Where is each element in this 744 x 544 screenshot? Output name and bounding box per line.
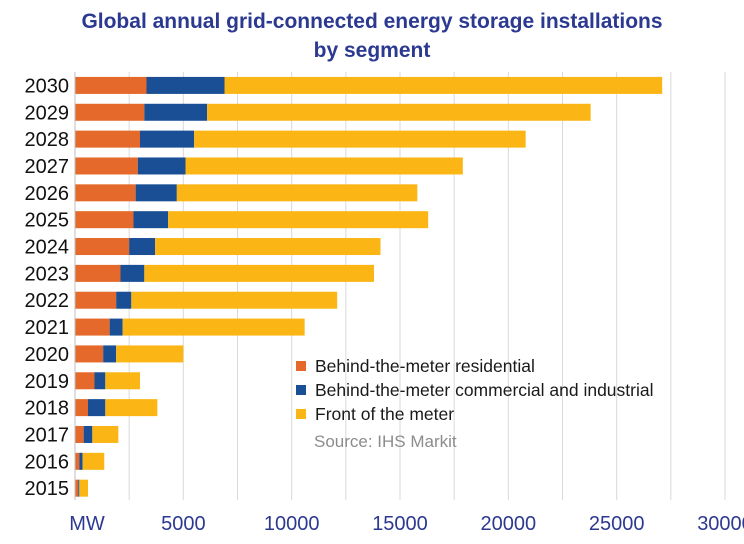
y-tick-label: 2020 bbox=[25, 344, 70, 366]
x-tick-label: 5000 bbox=[161, 513, 206, 535]
bar-2026-series-2 bbox=[176, 184, 418, 202]
bar-2019-series-0 bbox=[75, 372, 95, 390]
bar-2026-series-1 bbox=[135, 184, 177, 202]
bar-2028-series-2 bbox=[194, 130, 526, 148]
y-tick-label: 2022 bbox=[25, 290, 70, 312]
bar-2017-series-0 bbox=[75, 425, 84, 443]
bar-2022-series-0 bbox=[75, 291, 117, 309]
bar-2016-series-2 bbox=[82, 452, 105, 470]
legend-label-residential: Behind-the-meter residential bbox=[315, 355, 535, 376]
bar-2028-series-0 bbox=[75, 130, 140, 148]
legend-label-commercial-industrial: Behind-the-meter commercial and industri… bbox=[315, 379, 654, 400]
bar-2027-series-0 bbox=[75, 157, 138, 175]
bar-2023-series-0 bbox=[75, 264, 121, 282]
y-tick-label: 2019 bbox=[25, 371, 70, 393]
legend-swatch-residential bbox=[296, 361, 306, 371]
chart-title-line-2: by segment bbox=[313, 39, 431, 62]
bar-2025-series-0 bbox=[75, 211, 134, 229]
y-tick-label: 2017 bbox=[25, 424, 70, 446]
bar-2030-series-1 bbox=[146, 76, 225, 94]
bar-2024-series-0 bbox=[75, 238, 130, 256]
bar-2023-series-1 bbox=[120, 264, 145, 282]
bar-2021-series-0 bbox=[75, 318, 110, 336]
y-tick-label: 2027 bbox=[25, 156, 70, 178]
bar-2023-series-2 bbox=[144, 264, 374, 282]
legend-swatch-front-of-meter bbox=[296, 409, 306, 419]
bar-2024-series-1 bbox=[129, 238, 156, 256]
bar-2020-series-1 bbox=[103, 345, 117, 363]
bar-2018-series-2 bbox=[105, 399, 158, 417]
bar-2015-series-1 bbox=[78, 479, 80, 497]
bar-2029-series-0 bbox=[75, 103, 145, 121]
bar-2020-series-0 bbox=[75, 345, 104, 363]
y-tick-label: 2024 bbox=[25, 237, 70, 259]
x-tick-label: 15000 bbox=[372, 513, 428, 535]
chart-title-line-1: Global annual grid-connected energy stor… bbox=[81, 10, 663, 33]
bar-2025-series-2 bbox=[168, 211, 429, 229]
bar-2027-series-1 bbox=[137, 157, 186, 175]
bar-2021-series-1 bbox=[109, 318, 123, 336]
y-tick-label: 2028 bbox=[25, 129, 70, 151]
bar-2028-series-1 bbox=[140, 130, 195, 148]
bar-2029-series-2 bbox=[207, 103, 591, 121]
y-tick-label: 2021 bbox=[25, 317, 70, 339]
y-tick-label: 2016 bbox=[25, 451, 70, 473]
bar-2018-series-1 bbox=[88, 399, 106, 417]
bar-2020-series-2 bbox=[116, 345, 184, 363]
x-tick-label: 30000 bbox=[697, 513, 744, 535]
y-tick-label: 2025 bbox=[25, 210, 70, 232]
bar-2025-series-1 bbox=[133, 211, 169, 229]
x-tick-label: 20000 bbox=[481, 513, 537, 535]
bar-2022-series-1 bbox=[116, 291, 132, 309]
bar-2021-series-2 bbox=[122, 318, 305, 336]
y-tick-label: 2023 bbox=[25, 263, 70, 285]
bar-2030-series-2 bbox=[224, 76, 663, 94]
bar-2019-series-1 bbox=[94, 372, 106, 390]
bar-2024-series-2 bbox=[155, 238, 381, 256]
bar-2016-series-0 bbox=[75, 452, 80, 470]
bar-2029-series-1 bbox=[144, 103, 208, 121]
y-tick-label: 2029 bbox=[25, 102, 70, 124]
bar-2018-series-0 bbox=[75, 399, 88, 417]
legend-item-commercial-industrial: Behind-the-meter commercial and industri… bbox=[296, 378, 653, 402]
bar-2015-series-0 bbox=[75, 479, 79, 497]
legend-swatch-commercial-industrial bbox=[296, 385, 306, 395]
bar-2015-series-2 bbox=[79, 479, 88, 497]
y-tick-label: 2018 bbox=[25, 398, 70, 420]
source-annotation: Source: IHS Markit bbox=[314, 432, 457, 451]
bar-2016-series-1 bbox=[79, 452, 83, 470]
bar-2026-series-0 bbox=[75, 184, 136, 202]
bar-2017-series-2 bbox=[92, 425, 119, 443]
legend: Behind-the-meter residential Behind-the-… bbox=[296, 354, 653, 426]
bar-2027-series-2 bbox=[185, 157, 463, 175]
x-tick-label: 10000 bbox=[264, 513, 320, 535]
bar-2030-series-0 bbox=[75, 76, 147, 94]
bar-2022-series-2 bbox=[131, 291, 338, 309]
y-tick-label: 2026 bbox=[25, 183, 70, 205]
bar-2019-series-2 bbox=[105, 372, 140, 390]
x-tick-label: 25000 bbox=[589, 513, 645, 535]
legend-item-front-of-meter: Front of the meter bbox=[296, 402, 653, 426]
legend-item-residential: Behind-the-meter residential bbox=[296, 354, 653, 378]
legend-label-front-of-meter: Front of the meter bbox=[315, 403, 455, 424]
bar-2017-series-1 bbox=[83, 425, 93, 443]
x-axis-label: MW bbox=[69, 513, 105, 535]
y-tick-label: 2030 bbox=[25, 75, 70, 97]
y-tick-label: 2015 bbox=[25, 478, 70, 500]
